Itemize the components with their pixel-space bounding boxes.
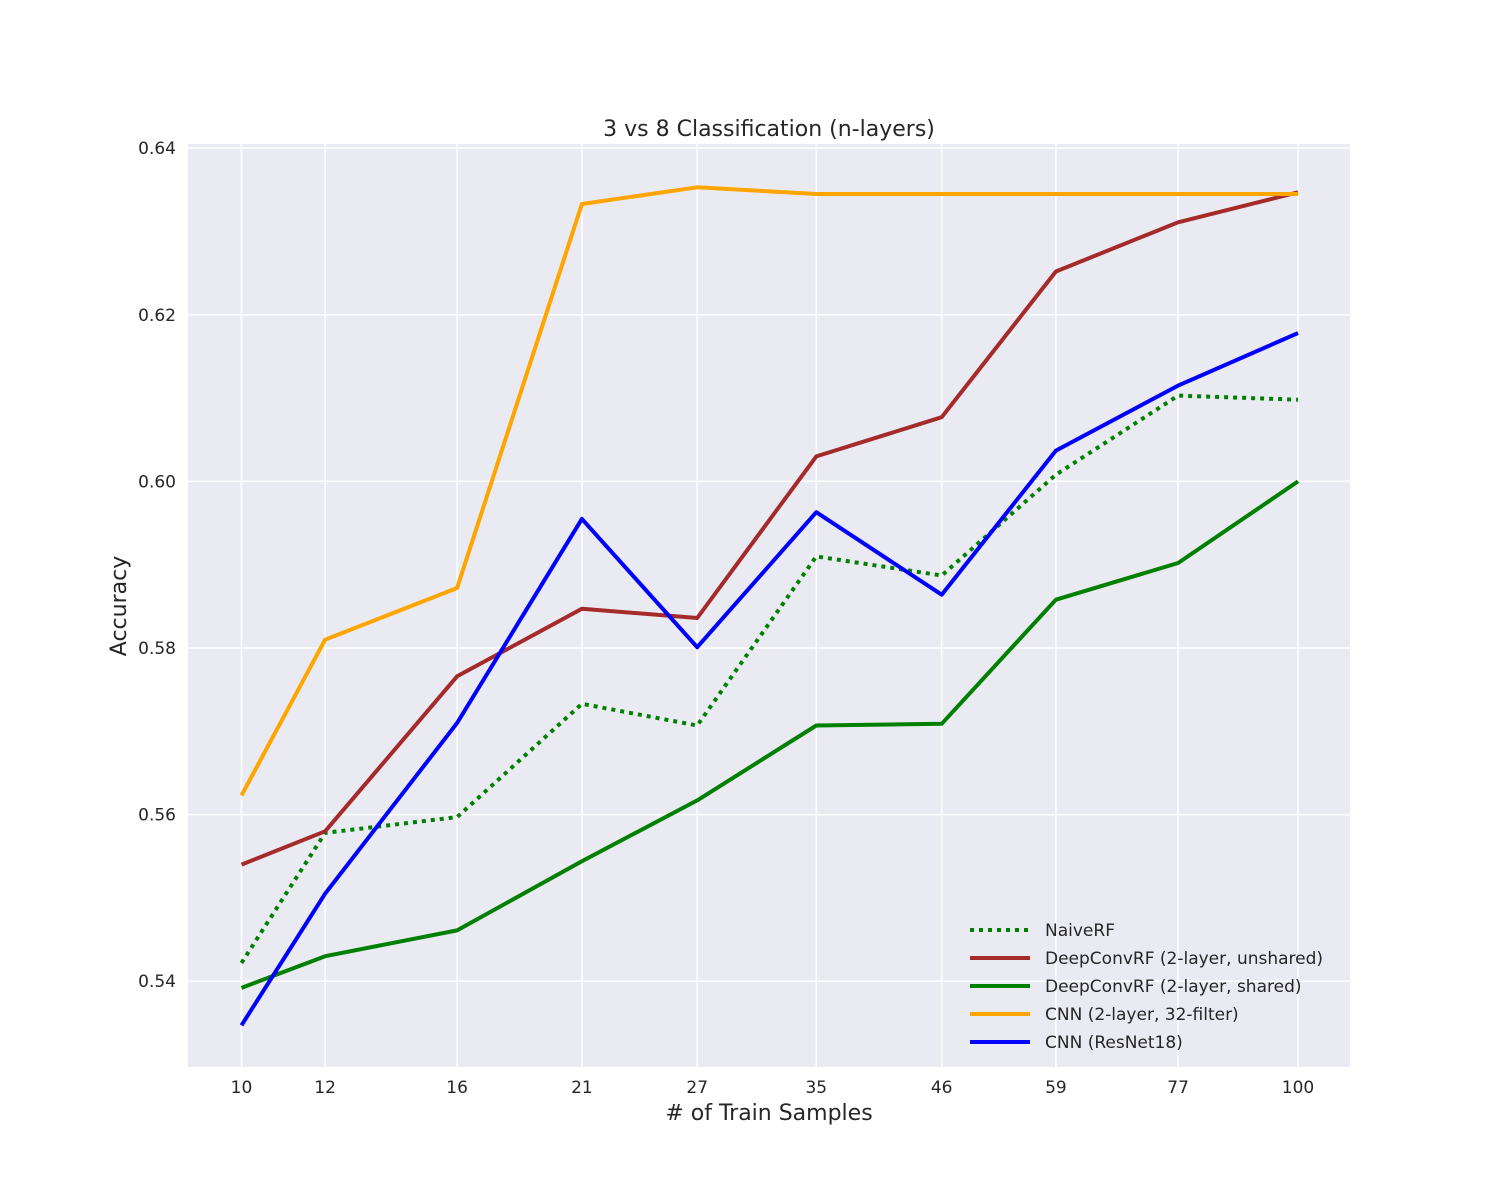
y-tick-label: 0.58 bbox=[138, 639, 176, 659]
x-tick-label: 100 bbox=[1282, 1078, 1314, 1098]
legend-entry-label: DeepConvRF (2-layer, shared) bbox=[1045, 977, 1302, 997]
x-tick-label: 16 bbox=[446, 1078, 468, 1098]
tick-labels: 10 12 16 21 27 35 46 59 77 100 0.54 0.56 0.58 0.60 0.6… bbox=[138, 139, 1314, 1098]
x-axis-label: # of Train Samples bbox=[665, 1101, 872, 1126]
series-line-cnn-2-layer-32-filter bbox=[239, 185, 1298, 797]
chart-title: 3 vs 8 Classification (n-layers) bbox=[603, 117, 935, 142]
grid-lines bbox=[188, 144, 1350, 1067]
legend-entry-label: CNN (2-layer, 32-filter) bbox=[1045, 1005, 1239, 1025]
x-tick-label: 10 bbox=[231, 1078, 253, 1098]
series-line-naiverf bbox=[239, 393, 1299, 964]
x-tick-label: 77 bbox=[1167, 1078, 1189, 1098]
series-lines bbox=[239, 185, 1300, 1027]
y-tick-label: 0.62 bbox=[138, 306, 176, 326]
series-line-cnn-resnet18 bbox=[239, 331, 1299, 1027]
x-tick-label: 12 bbox=[314, 1078, 336, 1098]
y-tick-label: 0.56 bbox=[138, 806, 176, 826]
x-tick-label: 21 bbox=[571, 1078, 593, 1098]
legend-entry-label: CNN (ResNet18) bbox=[1045, 1033, 1183, 1053]
legend-entry-label: NaiveRF bbox=[1045, 921, 1115, 941]
x-tick-label: 46 bbox=[931, 1078, 953, 1098]
legend-entry-label: DeepConvRF (2-layer, unshared) bbox=[1045, 949, 1323, 969]
x-tick-label: 35 bbox=[805, 1078, 827, 1098]
series-line-deepconvrf-2-layer-shared bbox=[240, 479, 1300, 990]
plot-background bbox=[188, 144, 1350, 1067]
y-tick-label: 0.54 bbox=[138, 972, 176, 992]
x-tick-label: 27 bbox=[686, 1078, 708, 1098]
y-axis-label: Accuracy bbox=[107, 556, 132, 656]
series-line-deepconvrf-2-layer-unshared bbox=[240, 190, 1299, 867]
legend: NaiveRF DeepConvRF (2-layer, unshared) Dee… bbox=[970, 921, 1323, 1053]
y-tick-label: 0.60 bbox=[138, 472, 176, 492]
x-tick-label: 59 bbox=[1045, 1078, 1067, 1098]
y-tick-label: 0.64 bbox=[138, 139, 176, 159]
